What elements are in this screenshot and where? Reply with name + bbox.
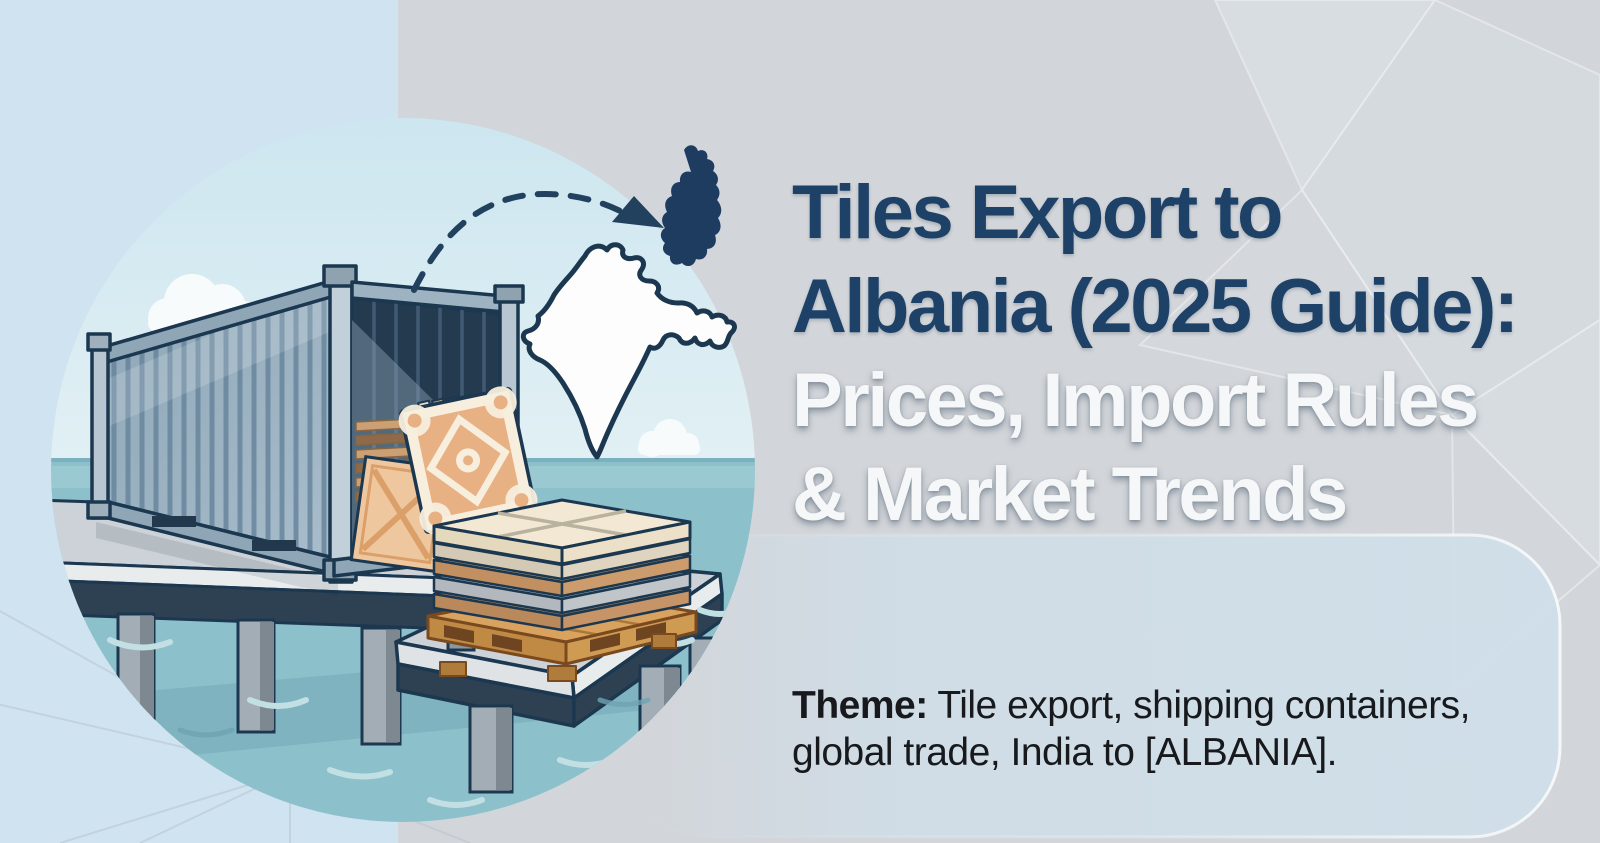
decorative-tile-front	[398, 386, 538, 535]
india-map	[520, 242, 737, 460]
arrowhead-icon	[612, 196, 664, 228]
title-line-1: Tiles Export to	[792, 170, 1283, 255]
wave-highlights	[107, 607, 743, 808]
container-corner-post-left	[90, 340, 110, 520]
corrugation-lines	[111, 297, 327, 556]
container-shadow	[96, 522, 338, 596]
theme-text: Tile export, shipping containers,	[927, 684, 1471, 727]
facet-decoration	[1137, 0, 1600, 693]
cloud-small	[638, 419, 700, 457]
title-block: Tiles Export to Albania (2025 Guide): Pr…	[792, 166, 1572, 542]
theme-label: Theme:	[792, 684, 928, 727]
theme-line-1: Theme: Tile export, shipping containers,	[792, 682, 1600, 729]
title-line-3: Prices, Import Rules	[792, 358, 1479, 443]
theme-line-2: global trade, India to [ALBANIA].	[792, 731, 1338, 774]
tile-stack	[432, 498, 692, 632]
title-line-4: & Market Trends	[792, 452, 1348, 537]
albania-map	[660, 145, 722, 267]
theme-block: Theme: Tile export, shipping containers,…	[792, 682, 1600, 776]
container-corner-post-near	[328, 270, 354, 584]
title-line-2: Albania (2025 Guide):	[792, 264, 1519, 349]
route-arrow	[411, 191, 664, 293]
wave-shadows	[177, 697, 651, 738]
